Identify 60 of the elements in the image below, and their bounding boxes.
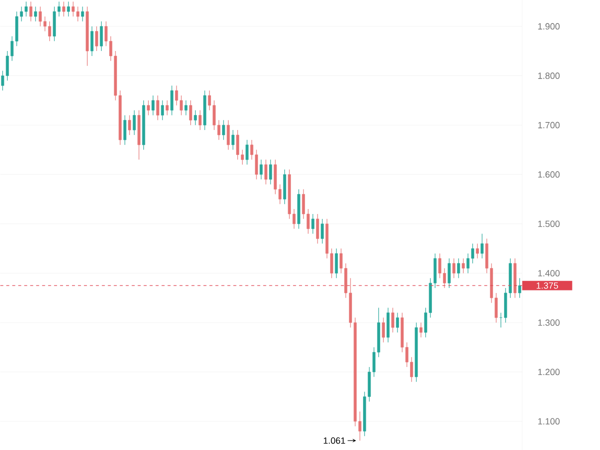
candlestick: [476, 243, 479, 259]
candlestick: [382, 317, 385, 343]
candlestick: [48, 21, 52, 42]
candlestick: [175, 85, 178, 106]
candlestick: [260, 159, 263, 180]
candlestick: [420, 322, 422, 338]
candlestick: [189, 100, 192, 126]
candlestick: [132, 110, 136, 136]
candlestick: [95, 26, 98, 52]
candlestick: [232, 130, 234, 150]
candlestick: [180, 95, 183, 116]
candlestick: [194, 110, 197, 126]
candlestick: [518, 278, 522, 298]
candlestick: [146, 100, 150, 116]
y-tick-label: 1.100: [538, 418, 560, 424]
candlestick: [62, 1, 66, 17]
candlestick: [269, 159, 272, 185]
candlestick: [222, 120, 226, 140]
candlestick: [452, 258, 456, 278]
candlestick: [334, 248, 338, 278]
candlestick: [66, 1, 70, 17]
y-tick-label: 1.700: [538, 122, 560, 128]
candlestick: [264, 159, 268, 185]
candlestick: [123, 114, 126, 146]
candlestick: [152, 95, 155, 116]
candlestick: [340, 248, 343, 274]
candlestick: [448, 258, 451, 288]
ref-line-label: 1.375: [536, 282, 558, 289]
candlestick: [160, 100, 164, 120]
candlestick: [166, 100, 169, 116]
y-tick-label: 1.300: [538, 319, 560, 326]
candlestick: [494, 292, 498, 323]
y-tick-label: 1.200: [538, 368, 560, 376]
candlestick: [246, 140, 249, 165]
candlestick: [320, 218, 324, 244]
candlestick: [29, 1, 32, 22]
candlestick: [391, 307, 394, 333]
candlestick: [34, 6, 38, 22]
candlestick: [156, 95, 160, 120]
candlestick: [100, 21, 103, 52]
candlestick: [198, 110, 202, 130]
candlestick: [480, 233, 484, 259]
y-tick-label: 1.500: [538, 220, 560, 227]
y-tick-label: 1.900: [538, 23, 560, 30]
candlestick: [90, 26, 94, 56]
candlestick: [311, 214, 314, 234]
annotation: 1.061: [324, 437, 346, 444]
candlestick: [226, 120, 230, 150]
candlestick: [316, 214, 320, 244]
candlestick: [208, 90, 211, 111]
candlestick: [81, 6, 84, 22]
candlestick: [184, 100, 188, 116]
candlestick: [462, 258, 465, 274]
candlestick: [396, 312, 399, 333]
y-tick-label: 1.800: [538, 72, 560, 79]
candlestick: [128, 114, 132, 136]
candlestick: [457, 258, 460, 278]
y-tick-label: 1.400: [538, 270, 560, 276]
candlestick: [170, 85, 174, 116]
y-tick-label: 1.600: [538, 171, 560, 178]
